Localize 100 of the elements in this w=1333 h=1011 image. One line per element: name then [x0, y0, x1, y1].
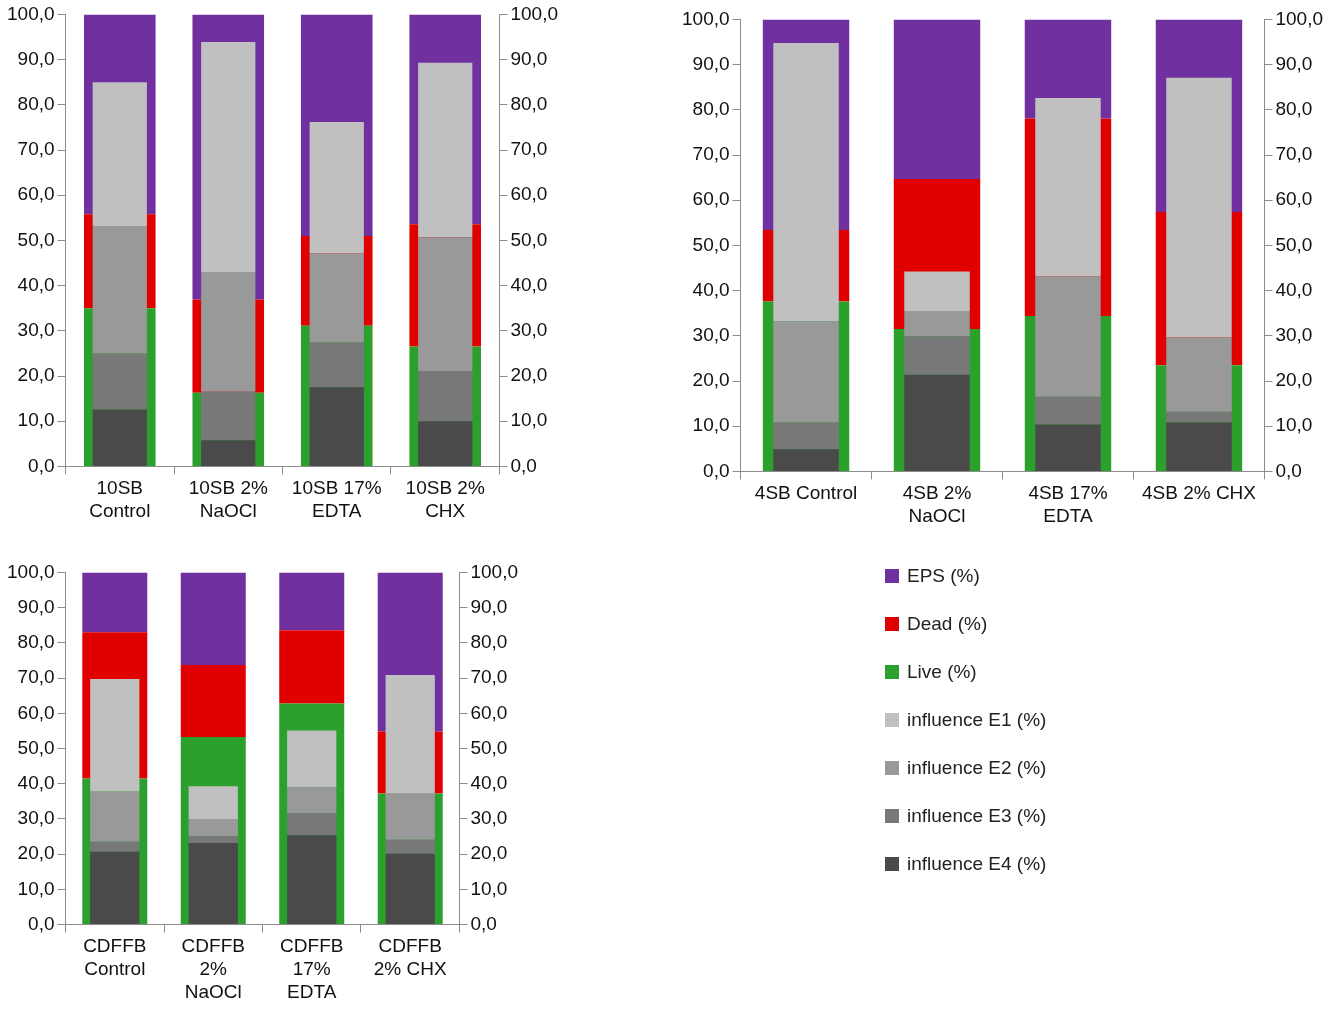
y-tick-label: 10,0 — [17, 877, 55, 899]
y2-tick-label: 10,0 — [510, 409, 548, 431]
x-tick-label: CDFFB Control — [83, 935, 147, 980]
y-tick-label: 100,0 — [7, 2, 55, 24]
bar — [309, 253, 364, 343]
y-tick-label: 80,0 — [17, 93, 55, 115]
y2-tick-label: 10,0 — [470, 877, 508, 899]
y-tick-label: 50,0 — [692, 233, 730, 255]
legend-label: influence E4 (%) — [907, 853, 1047, 875]
bar — [180, 665, 246, 737]
bar — [90, 791, 140, 842]
bar — [1166, 411, 1232, 423]
y2-tick-label: 100,0 — [510, 2, 558, 24]
bar — [385, 674, 435, 794]
x-tick-label: CDFFB 2% CHX — [373, 935, 447, 980]
bar — [904, 374, 970, 471]
y-tick-label: 20,0 — [17, 842, 55, 864]
y2-tick-label: 80,0 — [470, 631, 508, 653]
y-tick-label: 0,0 — [703, 459, 730, 481]
y-tick-label: 30,0 — [692, 324, 730, 346]
y-tick-label: 90,0 — [17, 47, 55, 69]
bar — [188, 836, 238, 843]
bar — [418, 371, 473, 422]
bar — [82, 572, 148, 633]
bar — [773, 422, 839, 450]
y2-tick-label: 80,0 — [1275, 98, 1313, 120]
bar — [418, 62, 473, 238]
y-tick-label: 60,0 — [17, 701, 55, 723]
legend-label: Live (%) — [907, 661, 977, 683]
y2-tick-label: 30,0 — [510, 319, 548, 341]
y-tick-label: 70,0 — [17, 666, 55, 688]
y-tick-label: 10,0 — [17, 409, 55, 431]
y-tick-label: 20,0 — [17, 364, 55, 386]
y2-tick-label: 90,0 — [510, 47, 548, 69]
x-tick-label: CDFFB 2% NaOCl — [181, 935, 245, 1002]
y2-tick-label: 60,0 — [510, 183, 548, 205]
y-tick-label: 60,0 — [692, 188, 730, 210]
y2-tick-label: 100,0 — [470, 560, 518, 582]
y2-tick-label: 60,0 — [1275, 188, 1313, 210]
bar — [90, 841, 140, 852]
y-tick-label: 80,0 — [17, 631, 55, 653]
bar — [92, 82, 147, 226]
y2-tick-label: 20,0 — [510, 364, 548, 386]
y-tick-label: 40,0 — [17, 771, 55, 793]
bar — [773, 42, 839, 322]
x-tick-label: CDFFB 17% EDTA — [280, 935, 344, 1002]
y2-tick-label: 0,0 — [470, 912, 497, 934]
bar — [188, 842, 238, 925]
bar — [773, 449, 839, 471]
bar — [1166, 77, 1232, 338]
y-tick-label: 30,0 — [17, 319, 55, 341]
x-tick-label: 4SB 2% CHX — [1141, 482, 1257, 504]
y2-tick-label: 30,0 — [1275, 324, 1313, 346]
y2-tick-label: 50,0 — [470, 736, 508, 758]
y-tick-label: 90,0 — [17, 595, 55, 617]
y2-tick-label: 50,0 — [1275, 233, 1313, 255]
y-tick-label: 0,0 — [28, 454, 55, 476]
y-tick-label: 30,0 — [17, 807, 55, 829]
x-tick-label: 10SB 2% CHX — [405, 477, 485, 521]
y2-tick-label: 20,0 — [1275, 369, 1313, 391]
bar — [287, 813, 337, 836]
bar — [287, 787, 337, 814]
bar — [1035, 396, 1101, 425]
bar — [279, 572, 345, 631]
y2-tick-label: 70,0 — [510, 138, 548, 160]
bar — [385, 839, 435, 854]
legend-label: EPS (%) — [907, 565, 980, 587]
y-tick-label: 70,0 — [692, 143, 730, 165]
bar — [180, 572, 246, 666]
y-tick-label: 60,0 — [17, 183, 55, 205]
y2-tick-label: 90,0 — [470, 595, 508, 617]
bar — [201, 41, 256, 273]
bar — [385, 853, 435, 925]
y-tick-label: 10,0 — [692, 414, 730, 436]
y2-tick-label: 100,0 — [1275, 7, 1323, 29]
bar — [904, 336, 970, 375]
bar — [309, 121, 364, 254]
y-tick-label: 100,0 — [7, 560, 55, 582]
y2-tick-label: 80,0 — [510, 93, 548, 115]
bar — [1035, 98, 1101, 277]
bar — [287, 835, 337, 925]
bar — [287, 730, 337, 788]
bar — [773, 321, 839, 423]
legend-label: influence E1 (%) — [907, 709, 1047, 731]
bar — [188, 818, 238, 837]
y-tick-label: 90,0 — [692, 52, 730, 74]
bar — [1166, 422, 1232, 471]
bar — [92, 409, 147, 466]
x-tick-label: 10SB Control — [89, 477, 151, 521]
legend-label: Dead (%) — [907, 613, 988, 635]
bar — [1166, 337, 1232, 412]
y2-tick-label: 60,0 — [470, 701, 508, 723]
bar — [279, 630, 345, 704]
x-tick-label: 4SB 2% NaOCl — [902, 482, 972, 526]
y-tick-label: 50,0 — [17, 736, 55, 758]
y-tick-label: 0,0 — [28, 912, 55, 934]
bar — [92, 225, 147, 354]
legend-label: influence E2 (%) — [907, 757, 1047, 779]
y2-tick-label: 70,0 — [1275, 143, 1313, 165]
bar — [201, 440, 256, 466]
